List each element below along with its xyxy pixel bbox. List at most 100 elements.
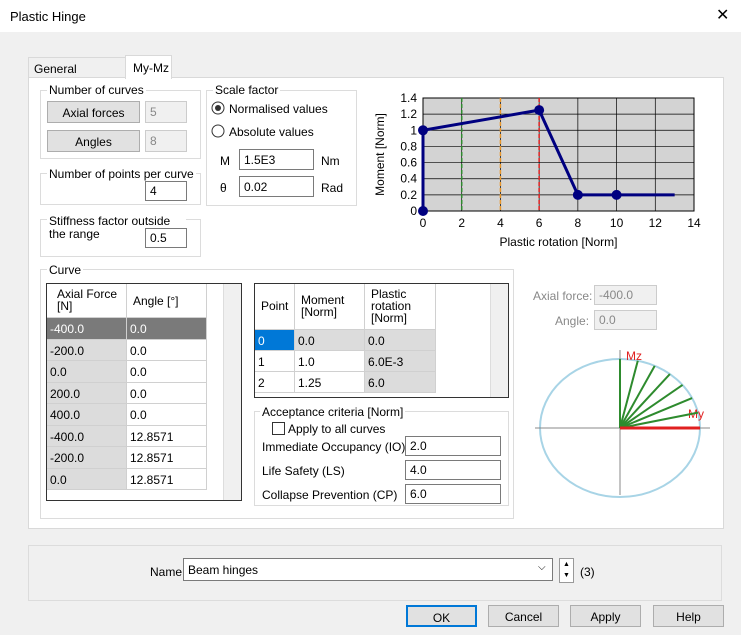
angle-label: Angle: <box>555 314 590 328</box>
column-header: Axial Force [N] <box>47 284 127 318</box>
angles-button[interactable]: Angles <box>47 130 140 152</box>
table-cell: 0.0 <box>47 361 127 383</box>
tab-active[interactable]: My-Mz <box>125 55 172 79</box>
criterion-input[interactable]: 4.0 <box>405 460 501 480</box>
checkbox[interactable] <box>272 422 285 435</box>
point <box>611 189 622 200</box>
table-cell: -200.0 <box>47 339 127 361</box>
apply-button[interactable]: Apply <box>570 605 641 627</box>
x-tick-label: 6 <box>536 216 543 230</box>
table-cell: -200.0 <box>47 447 127 469</box>
group-title: Curve <box>47 263 84 277</box>
x-tick-label: 4 <box>497 216 504 230</box>
column-header: Point <box>255 284 295 330</box>
criterion-label: Life Safety (LS) <box>262 464 345 478</box>
title-bar: Plastic Hinge ✕ <box>0 0 741 32</box>
table-cell: 12.8571 <box>127 447 207 469</box>
group-title: Acceptance criteria [Norm] <box>260 405 406 419</box>
stiffness-input[interactable]: 0.5 <box>145 228 187 248</box>
table-cell: -400.0 <box>47 425 127 447</box>
radio[interactable] <box>211 124 225 138</box>
y-tick-label: 0.2 <box>400 188 417 202</box>
help-button[interactable]: Help <box>653 605 724 627</box>
x-tick-label: 2 <box>458 216 465 230</box>
radio-label[interactable]: Normalised values <box>229 102 328 116</box>
table-cell: 0.0 <box>127 339 207 361</box>
angle-value: 0.0 <box>594 310 657 330</box>
angle-ray <box>619 384 684 429</box>
table-cell: 0.0 <box>365 330 436 351</box>
checkbox-label[interactable]: Apply to all curves <box>288 422 386 436</box>
table-cell: -400.0 <box>47 318 127 340</box>
table-cell: 1.25 <box>295 372 365 393</box>
angle-ray <box>619 360 639 429</box>
close-button[interactable]: ✕ <box>716 7 730 24</box>
m-input[interactable]: 1.5E3 <box>239 149 314 170</box>
x-tick-label: 10 <box>610 216 624 230</box>
table-cell: 400.0 <box>47 404 127 426</box>
table-cell: 1 <box>255 351 295 372</box>
theta-input[interactable]: 0.02 <box>239 176 314 197</box>
radio-label[interactable]: Absolute values <box>229 125 314 139</box>
series-line <box>421 108 675 211</box>
table-cell: 0.0 <box>127 318 207 340</box>
window-title: Plastic Hinge <box>10 9 86 24</box>
angle-ray <box>619 397 693 429</box>
m-label: M <box>220 154 230 168</box>
table-cell: 0.0 <box>127 361 207 383</box>
angle-preview: Mz My <box>535 349 710 498</box>
point <box>418 125 428 136</box>
curve-table: Axial Force [N] Angle [°] -400.0 0.0 -200.0 0… <box>46 283 242 501</box>
tab[interactable]: General Properties <box>28 57 127 90</box>
m-unit: Nm <box>321 154 340 168</box>
angle-ray <box>619 365 656 429</box>
point <box>418 206 428 216</box>
table-cell: 0.0 <box>295 330 365 351</box>
criterion-input[interactable]: 6.0 <box>405 484 501 504</box>
table-cell: 6.0 <box>365 372 436 393</box>
axis-label: Mz <box>626 349 642 363</box>
x-tick-label: 14 <box>687 216 701 230</box>
axial-count: 5 <box>145 101 187 123</box>
spinner[interactable]: ▲ ▼ <box>559 558 574 583</box>
points-table: Point Moment [Norm] Plastic rotation [Norm… <box>254 283 509 398</box>
name-combo[interactable]: Beam hinges <box>183 558 553 581</box>
angle-ray <box>619 373 671 429</box>
table-cell: 0.0 <box>47 468 127 490</box>
table-cell: 2 <box>255 372 295 393</box>
scrollbar <box>223 284 241 500</box>
radio-dot <box>215 105 221 111</box>
table-cell: 6.0E-3 <box>365 351 436 372</box>
criterion-label: Collapse Prevention (CP) <box>262 488 398 502</box>
criterion-input[interactable]: 2.0 <box>405 436 501 456</box>
group-title: Number of curves <box>47 83 146 97</box>
axial-value: -400.0 <box>594 285 657 305</box>
x-tick-label: 12 <box>649 216 663 230</box>
column-header: Plastic rotation [Norm] <box>365 284 436 330</box>
table-cell: 0.0 <box>127 404 207 426</box>
points-input[interactable]: 4 <box>145 181 187 201</box>
y-tick-label: 1.2 <box>400 107 417 121</box>
point <box>572 189 583 200</box>
y-tick-label: 1.4 <box>400 91 417 105</box>
table-cell: 0.0 <box>127 382 207 404</box>
criterion-label: Immediate Occupancy (IO) <box>262 440 406 454</box>
y-tick-label: 0.4 <box>400 172 417 186</box>
ok-button[interactable]: OK <box>406 605 477 627</box>
table-cell: 12.8571 <box>127 425 207 447</box>
point <box>534 105 545 116</box>
table-cell: 0 <box>255 330 295 351</box>
axial-forces-button[interactable]: Axial forces <box>47 101 140 123</box>
table-cell: 200.0 <box>47 382 127 404</box>
table-cell: 12.8571 <box>127 468 207 490</box>
x-axis-label: Plastic rotation [Norm] <box>499 235 617 249</box>
name-label: Name <box>150 565 183 579</box>
y-axis-label: Moment [Norm] <box>373 113 387 196</box>
dropdown-arrow[interactable]: ⌵ <box>538 562 546 573</box>
angle-count: 8 <box>145 130 187 152</box>
cancel-button[interactable]: Cancel <box>488 605 559 627</box>
theta-unit: Rad <box>321 181 344 195</box>
count: (3) <box>580 565 595 579</box>
